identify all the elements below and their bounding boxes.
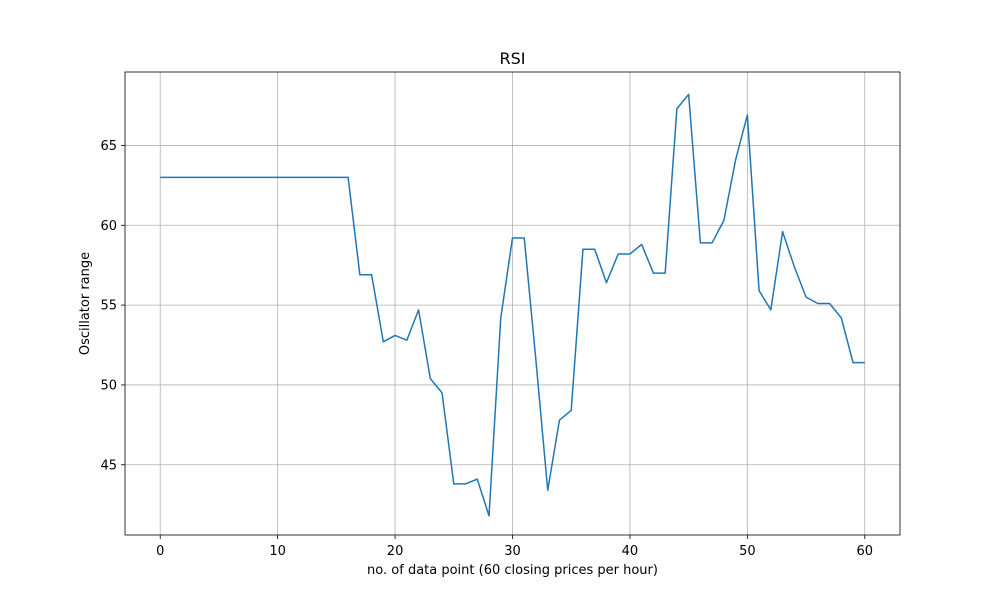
x-tick-label: 60 [856,544,873,559]
y-tick-label: 50 [100,378,117,393]
y-tick-label: 60 [100,219,117,234]
series-layer [160,93,865,517]
chart-title: RSI [500,49,526,68]
y-tick-label: 45 [100,458,117,473]
x-tick-label: 0 [156,544,164,559]
grid-lines [125,72,900,535]
x-tick-label: 40 [622,544,639,559]
x-axis-label: no. of data point (60 closing prices per… [367,563,658,578]
x-tick-label: 10 [269,544,286,559]
y-tick-label: 55 [100,299,117,314]
x-tick-label: 50 [739,544,756,559]
axis-ticks: 0 10 20 30 40 50 60 45 50 55 60 65 [100,139,873,559]
y-axis-label: Oscillator range [78,252,93,355]
rsi-series-line [160,93,865,517]
y-tick-label: 65 [100,139,117,154]
x-tick-label: 30 [504,544,521,559]
x-tick-label: 20 [387,544,404,559]
